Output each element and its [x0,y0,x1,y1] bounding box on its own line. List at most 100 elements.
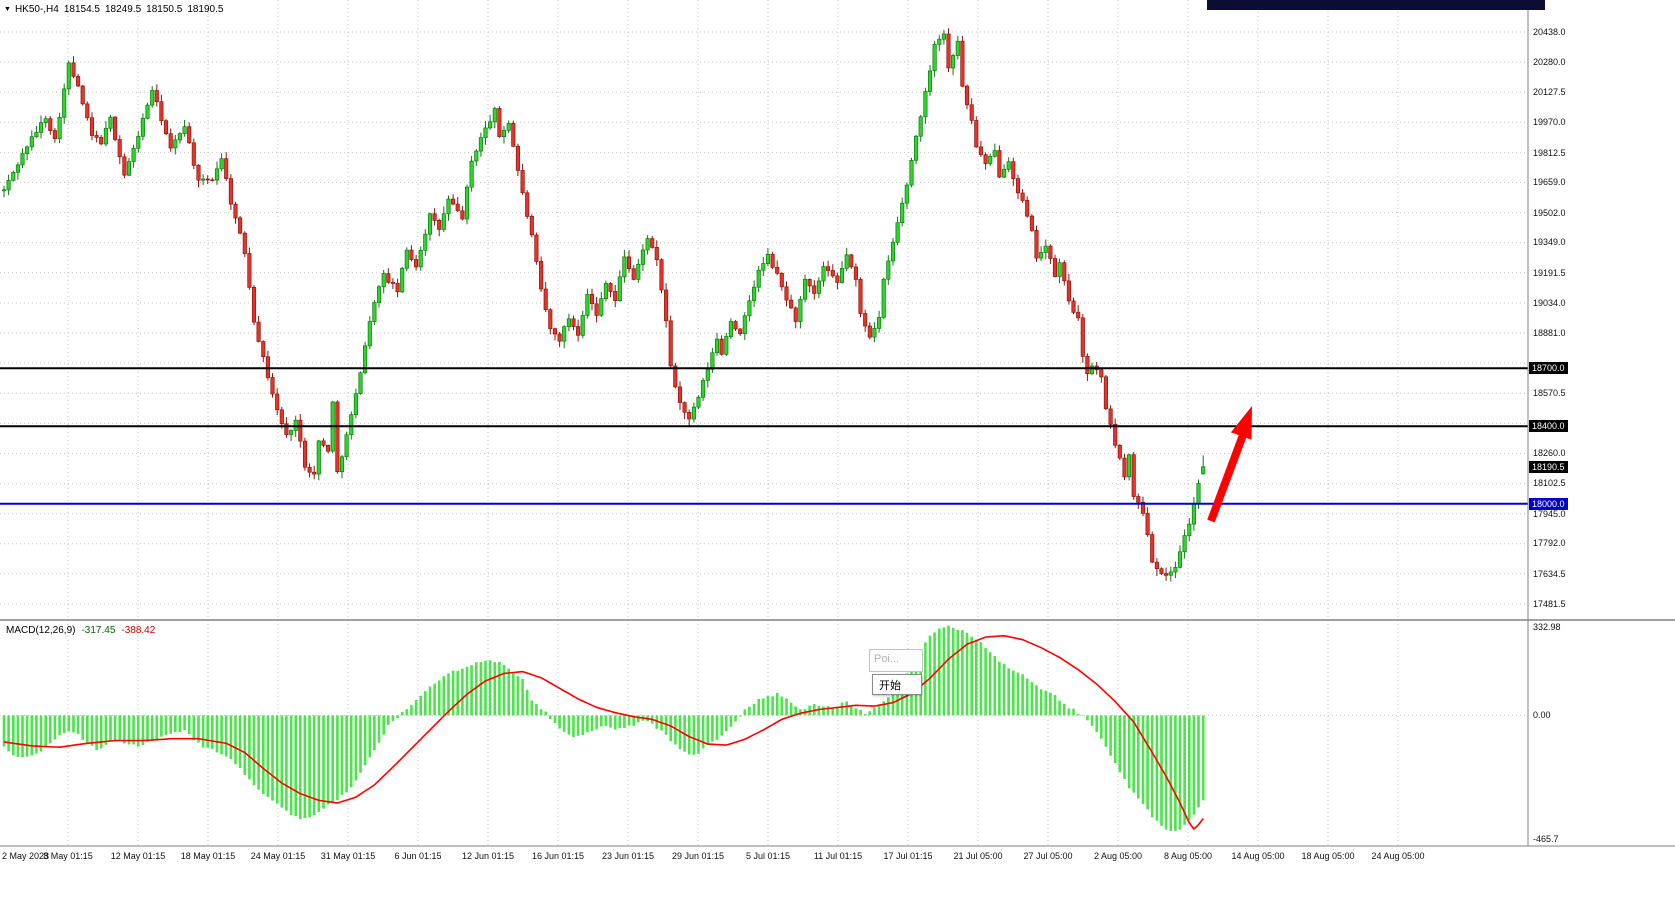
macd-bar [993,656,997,716]
popup-overlay: Poi... 开始 [869,649,923,695]
candle [701,380,706,398]
macd-bar [262,715,265,794]
quote-high: 18249.5 [105,4,142,15]
start-button[interactable]: 开始 [872,674,922,695]
candle [562,326,567,342]
macd-bar [53,715,57,740]
candle [94,135,99,138]
macd-bar [465,666,469,716]
overlay-window-fragment [1207,0,1545,10]
macd-bar [887,697,890,716]
candle [159,101,164,122]
macd-bar [771,696,774,716]
candle [224,158,229,179]
macd-bar [25,715,29,757]
macd-bar [234,715,237,765]
candle [1076,311,1081,319]
macd-bar [572,715,575,738]
macd-bar [294,715,297,817]
candle [886,260,891,280]
quote-open: 18154.5 [63,4,100,15]
macd-bar [1044,690,1048,716]
candle [446,198,451,215]
macd-bar [206,715,209,748]
macd-bar [831,707,835,716]
candle [877,317,882,329]
macd-bar [433,683,436,716]
candle [15,164,20,173]
symbol-dropdown-icon[interactable]: ▼ [4,6,11,13]
macd-bar [687,715,691,755]
candle [997,150,1002,178]
candle [460,210,465,220]
trend-arrow[interactable] [1207,406,1252,523]
candle [927,70,933,92]
macd-bar [39,715,43,752]
macd-bar [1150,715,1154,818]
macd-bar [396,715,399,718]
candle [654,247,659,261]
candle [1103,376,1108,410]
macd-bar [359,715,362,773]
macd-bar [581,715,585,736]
candle [636,263,641,280]
candle [821,266,826,282]
candle [358,372,363,395]
candle [1089,365,1095,375]
candle [76,76,81,87]
macd-bar [711,715,714,742]
candle [659,259,664,291]
candle [1002,168,1007,178]
macd-bar [224,715,228,757]
candle [802,278,808,300]
candle [988,155,993,164]
macd-bar [891,693,895,716]
candle [900,202,905,224]
macd-bar [1188,715,1191,821]
panel-separators [0,0,1675,847]
candle [1080,317,1085,357]
candle [177,133,182,141]
macd-bar [655,715,659,729]
macd-bar [174,715,177,733]
candle [488,121,493,129]
macd-bar [1146,715,1149,810]
candle [650,238,655,248]
candle [784,286,789,301]
candle [1043,245,1048,253]
macd-bar [326,715,330,805]
candle [668,320,673,367]
candle [765,253,770,264]
candle [626,256,632,270]
macd-bar [354,715,358,781]
candle [932,43,937,72]
candle [289,430,294,435]
candle [677,386,683,403]
macd-bar [76,715,80,734]
candle [251,286,257,323]
candle [589,293,595,305]
macd-bar [137,715,140,747]
candle [89,117,95,136]
candle [386,273,391,283]
candle [270,377,275,395]
candle [645,238,650,251]
macd-bar [674,715,677,745]
macd-bar [1118,715,1122,773]
macd-bar [7,715,10,752]
macd-bar [62,715,66,734]
candle [414,259,419,268]
macd-bar [1076,713,1080,716]
candle [103,127,108,145]
candle [423,233,428,251]
candle [1015,178,1021,194]
macd-bar [725,715,728,732]
macd-bar [854,708,858,716]
macd-bar [979,642,983,716]
candle [302,440,308,468]
macd-bar [775,692,779,716]
support-resistance-lines[interactable] [0,367,1528,505]
candle [390,282,395,284]
macd-bar [822,706,825,716]
